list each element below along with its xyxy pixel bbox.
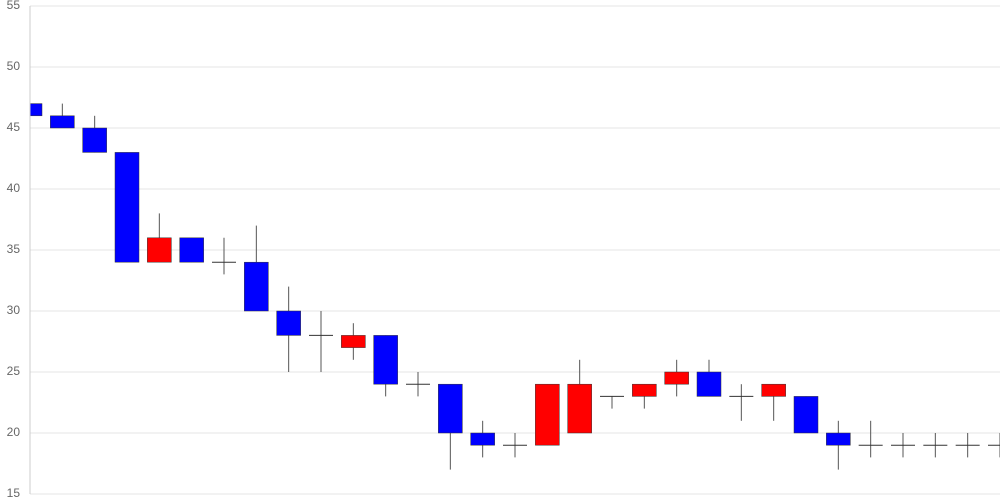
candle-body <box>50 115 75 129</box>
candle-body <box>147 237 172 263</box>
candle-body <box>438 383 463 434</box>
candle-body <box>276 310 301 336</box>
y-tick-label: 55 <box>7 0 21 12</box>
candle-body <box>341 335 366 348</box>
candle-body <box>632 383 657 397</box>
candle-body <box>664 371 689 385</box>
candle-body <box>82 127 107 153</box>
y-tick-label: 50 <box>7 59 21 73</box>
candle-body <box>761 383 786 397</box>
y-tick-label: 35 <box>7 242 21 256</box>
y-tick-label: 30 <box>7 303 21 317</box>
y-tick-label: 25 <box>7 364 21 378</box>
plot-area <box>30 79 1000 470</box>
y-tick-label: 40 <box>7 181 21 195</box>
candle-body <box>30 103 43 117</box>
candle-body <box>373 335 398 385</box>
y-tick-label: 45 <box>7 120 21 134</box>
y-tick-label: 15 <box>7 486 21 500</box>
candle-body <box>567 383 592 434</box>
candle-body <box>114 152 140 263</box>
candle-body <box>793 396 819 434</box>
candle-body <box>244 261 269 312</box>
candle-body <box>696 371 722 397</box>
candle-body <box>535 383 560 446</box>
candle-body <box>470 432 495 446</box>
y-tick-label: 20 <box>7 425 21 439</box>
candle-body <box>826 432 851 446</box>
candle-body <box>179 237 204 263</box>
